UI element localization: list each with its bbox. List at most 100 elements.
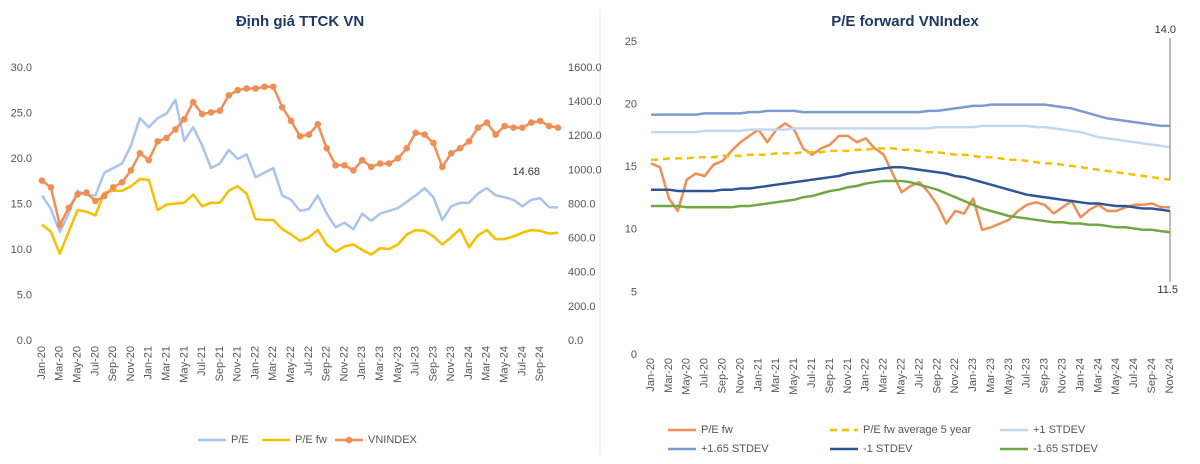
x-tick-label: Nov-20: [734, 358, 746, 393]
y2-tick-label: 1600.0: [568, 62, 602, 74]
legend-label: P/E fw: [701, 424, 733, 436]
point: [483, 119, 491, 126]
point: [109, 184, 117, 191]
point: [83, 189, 90, 196]
x-tick-label: May-20: [71, 346, 83, 383]
x-tick-label: Sep-20: [107, 346, 119, 381]
point: [314, 121, 322, 128]
point: [394, 155, 402, 162]
series-line: [650, 122, 1170, 232]
point: [252, 85, 259, 92]
series-line: [651, 179, 1171, 234]
x-tick-label: May-22: [285, 346, 297, 383]
x-tick-label: Nov-21: [232, 346, 244, 381]
series-line: [651, 165, 1171, 213]
series-line: [41, 177, 559, 256]
point: [332, 161, 339, 169]
x-tick-label: May-20: [681, 358, 693, 395]
point: [376, 160, 384, 167]
x-tick-label: Jan-20: [36, 346, 48, 380]
point: [465, 138, 473, 145]
x-tick-label: Mar-24: [1092, 358, 1104, 393]
legend-label: +1.65 STDEV: [701, 443, 769, 455]
x-tick-label: Jul-22: [303, 346, 315, 376]
x-tick-label: Mar-21: [770, 358, 782, 393]
point: [198, 110, 206, 118]
x-tick-label: Jan-23: [967, 358, 979, 392]
annotation: 14.0: [1155, 24, 1176, 36]
series-line: [40, 98, 559, 234]
y-tick-label: 25.0: [11, 107, 32, 119]
y-tick-label: 5: [631, 286, 637, 298]
point: [350, 167, 357, 174]
x-tick-label: Mar-24: [481, 346, 493, 381]
point: [323, 144, 330, 152]
y2-tick-label: 1400.0: [568, 96, 602, 108]
point: [358, 156, 366, 164]
y2-tick-label: 600.0: [568, 233, 596, 245]
x-tick-label: May-21: [178, 346, 190, 383]
x-tick-label: Jul-23: [1021, 358, 1033, 388]
point: [234, 86, 242, 94]
x-tick-label: Jan-20: [645, 358, 657, 392]
y-tick-label: 20: [625, 99, 637, 111]
x-tick-label: Mar-23: [985, 358, 997, 393]
chart-title: P/E forward VNIndex: [831, 13, 979, 30]
point: [554, 124, 562, 132]
x-tick-label: May-21: [788, 358, 800, 395]
x-tick-label: Jan-22: [249, 346, 261, 380]
point: [38, 177, 46, 184]
point: [536, 117, 544, 125]
point: [474, 124, 482, 132]
point: [145, 156, 153, 164]
point: [74, 190, 81, 198]
x-tick-label: Sep-24: [1146, 358, 1158, 393]
x-tick-label: Jan-21: [143, 346, 155, 380]
x-tick-label: Jan-24: [463, 346, 475, 380]
y-tick-label: 20.0: [11, 153, 32, 165]
x-tick-label: Jul-24: [1128, 358, 1140, 388]
point: [136, 150, 144, 157]
legend-label: P/E: [231, 434, 249, 446]
point: [207, 109, 215, 116]
x-tick-label: Jan-23: [356, 346, 368, 380]
x-tick-label: Nov-22: [949, 358, 961, 393]
y-tick-label: 15: [625, 161, 637, 173]
y-tick-label: 10.0: [11, 244, 32, 256]
point: [118, 179, 126, 186]
x-tick-label: Jan-21: [752, 358, 764, 392]
point: [305, 131, 313, 138]
series-line: [651, 147, 1171, 181]
point: [545, 122, 553, 130]
x-tick-label: Jul-24: [516, 346, 528, 376]
point: [412, 129, 419, 137]
point: [278, 103, 286, 111]
series-line: [651, 124, 1171, 149]
x-tick-label: May-24: [1110, 358, 1122, 395]
legend-label: +1 STDEV: [1033, 424, 1086, 436]
point: [456, 144, 464, 152]
x-tick-label: Sep-21: [214, 346, 226, 381]
y-tick-label: 15.0: [11, 198, 32, 210]
x-tick-label: Sep-23: [427, 346, 439, 381]
y2-tick-label: 400.0: [568, 267, 596, 279]
point: [261, 83, 268, 91]
x-tick-label: Mar-23: [374, 346, 386, 381]
x-tick-label: May-23: [1003, 358, 1015, 395]
x-tick-label: Jul-20: [89, 346, 101, 376]
point: [216, 107, 224, 114]
point: [56, 221, 64, 229]
y-tick-label: 5.0: [17, 289, 32, 301]
x-tick-label: Nov-23: [1057, 358, 1069, 393]
x-tick-label: May-22: [895, 358, 907, 395]
legend-marker: [345, 436, 353, 444]
point: [439, 163, 446, 171]
y2-tick-label: 0.0: [568, 335, 583, 347]
point: [296, 132, 304, 140]
x-tick-label: Jul-20: [699, 358, 711, 388]
y2-tick-label: 800.0: [568, 198, 596, 210]
x-tick-label: Sep-21: [824, 358, 836, 393]
y-tick-label: 0: [631, 349, 637, 361]
x-tick-label: Sep-22: [321, 346, 333, 381]
x-tick-label: May-23: [392, 346, 404, 383]
